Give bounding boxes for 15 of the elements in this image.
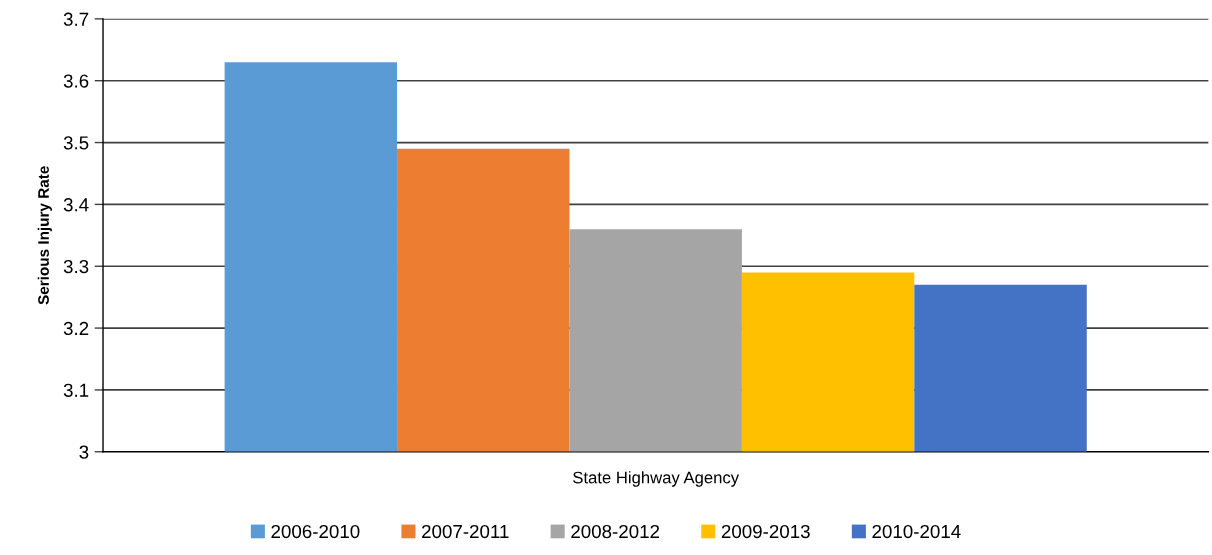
y-tick-label: 3.3 bbox=[63, 259, 89, 274]
legend-label: 2008-2012 bbox=[571, 524, 660, 539]
y-tick-label: 3.2 bbox=[63, 321, 89, 336]
y-tick-label: 3.4 bbox=[63, 198, 89, 212]
y-tick-label: 3 bbox=[79, 445, 89, 459]
y-tick-label: 3.6 bbox=[63, 74, 89, 88]
y-tick-label: 3.7 bbox=[63, 12, 89, 26]
legend-label: 2006-2010 bbox=[271, 524, 360, 539]
y-tick-label: 3.5 bbox=[63, 136, 89, 150]
legend-label: 2010-2014 bbox=[872, 524, 961, 539]
x-tick-label: State Highway Agency bbox=[573, 471, 740, 487]
y-tick-label: 3.1 bbox=[63, 383, 89, 397]
legend-label: 2009-2013 bbox=[721, 524, 810, 539]
legend-label: 2007-2011 bbox=[422, 524, 509, 539]
y-axis-title: Serious Injury Rate bbox=[37, 166, 52, 305]
